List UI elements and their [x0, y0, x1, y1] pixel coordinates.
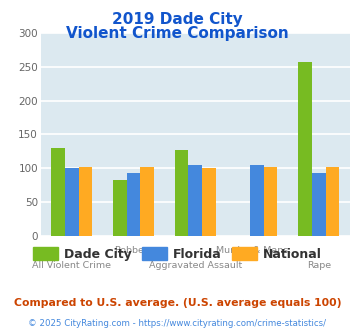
Text: Aggravated Assault: Aggravated Assault — [149, 261, 242, 270]
Text: Murder & Mans...: Murder & Mans... — [217, 246, 297, 255]
Bar — [189, 165, 202, 236]
Text: © 2025 CityRating.com - https://www.cityrating.com/crime-statistics/: © 2025 CityRating.com - https://www.city… — [28, 319, 327, 328]
Bar — [299, 62, 312, 236]
Bar — [51, 148, 65, 236]
Bar — [140, 167, 154, 236]
Text: 2019 Dade City: 2019 Dade City — [112, 12, 243, 26]
Text: All Violent Crime: All Violent Crime — [32, 261, 111, 270]
Text: Robbery: Robbery — [114, 246, 153, 255]
Bar — [202, 168, 215, 236]
Bar — [175, 150, 189, 236]
Text: Rape: Rape — [307, 261, 331, 270]
Legend: Dade City, Florida, National: Dade City, Florida, National — [28, 242, 327, 266]
Bar — [65, 168, 78, 236]
Bar — [78, 167, 92, 236]
Bar — [113, 180, 127, 236]
Bar — [312, 173, 326, 236]
Text: Violent Crime Comparison: Violent Crime Comparison — [66, 26, 289, 41]
Bar — [127, 173, 140, 236]
Bar — [326, 167, 339, 236]
Bar — [264, 167, 277, 236]
Text: Compared to U.S. average. (U.S. average equals 100): Compared to U.S. average. (U.S. average … — [14, 298, 341, 308]
Bar — [250, 165, 264, 236]
